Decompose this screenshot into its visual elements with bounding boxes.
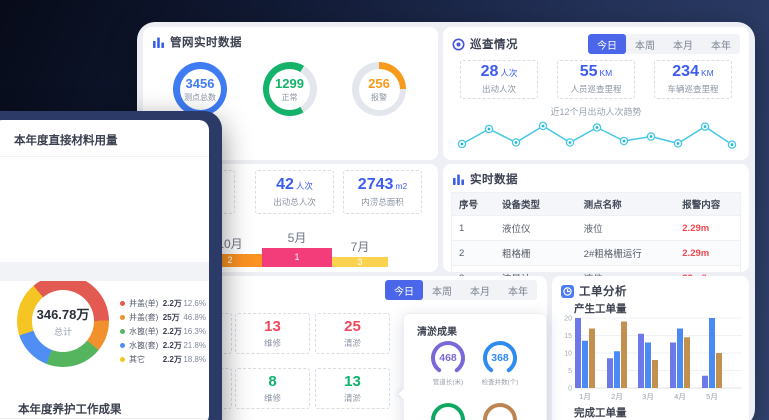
month-rank-bar: 3 bbox=[332, 257, 388, 267]
inspection-stat-box: 234 KM 车辆巡查里程 bbox=[654, 60, 732, 99]
work-stat-box: 25 清淤 bbox=[315, 313, 390, 354]
tab-本月[interactable]: 本月 bbox=[470, 286, 490, 298]
tab-本年[interactable]: 本年 bbox=[508, 286, 528, 298]
dashboard-canvas: 管网实时数据 3456 测点总数 1299 正常 256 报警 巡查情况 今日 本周 本月… bbox=[137, 22, 755, 420]
maintenance-panel-title: 本年度养护工作成果 bbox=[18, 404, 122, 416]
tooltip-title: 清淤成果 bbox=[417, 327, 457, 338]
tab-本月[interactable]: 本月 bbox=[673, 40, 693, 52]
dredge-result-tooltip: 清淤成果 468 管道长(米) 368 检查井数(个) bbox=[398, 313, 547, 420]
gauge bbox=[476, 402, 524, 420]
realtime-panel-title: 实时数据 bbox=[470, 174, 518, 186]
svg-text:15: 15 bbox=[564, 333, 572, 340]
legend-item: 水篦(单) 2.2万 16.3% bbox=[120, 324, 206, 338]
gauge bbox=[424, 402, 472, 420]
bar-chart-icon bbox=[152, 36, 165, 49]
legend-item: 其它 2.2万 18.8% bbox=[120, 352, 206, 366]
phone-screen: 本年度直接材料用量 346.78万 总计 井盖(单) 2.2万 12.6% 井盖(套… bbox=[0, 120, 209, 420]
column-header: 测点名称 bbox=[576, 192, 676, 216]
legend-dot bbox=[120, 328, 125, 334]
status-donut: 256 报警 bbox=[352, 62, 406, 116]
legend-item: 井盖(单) 2.2万 12.6% bbox=[120, 296, 206, 310]
month-label: 10月 bbox=[217, 237, 243, 251]
section-divider bbox=[0, 262, 209, 281]
inspection-stat-box: 55 KM 人员巡查里程 bbox=[557, 60, 635, 99]
column-header: 设备类型 bbox=[494, 192, 577, 216]
svg-text:4月: 4月 bbox=[674, 392, 686, 401]
table-row[interactable]: 1 液位仪 液位 2.29m bbox=[451, 215, 741, 241]
month-rank-bar: 1 bbox=[262, 248, 332, 267]
inspection-period-tabs: 今日 本周 本月 本年 bbox=[588, 34, 740, 54]
alarm-table-header: 序号 设备类型 测点名称 报警内容 bbox=[451, 192, 741, 216]
material-total-value: 346.78万 bbox=[36, 307, 90, 322]
work-stat-box: 13 维修 bbox=[235, 313, 310, 354]
tab-今日[interactable]: 今日 bbox=[385, 280, 423, 300]
bar-chart-icon bbox=[452, 173, 465, 186]
inspection-panel: 巡查情况 今日 本周 本月 本年 28 人次 出动人次 55 KM 人员巡查里程 234 K… bbox=[443, 27, 749, 160]
completed-orders-subtitle: 完成工单量 bbox=[574, 407, 627, 419]
work-period-tabs: 今日 本周 本月 本年 bbox=[385, 280, 537, 300]
legend-item: 井盖(套) 25万 46.8% bbox=[120, 310, 206, 324]
gauge: 468 管道长(米) bbox=[424, 340, 472, 386]
svg-text:1月: 1月 bbox=[579, 392, 591, 401]
svg-text:0: 0 bbox=[568, 386, 572, 393]
legend-dot bbox=[120, 314, 125, 320]
material-donut-chart: 346.78万 总计 bbox=[17, 275, 109, 367]
material-total-label: 总计 bbox=[53, 327, 72, 337]
tooltip-arrow bbox=[398, 388, 410, 400]
workorder-icon bbox=[561, 284, 574, 298]
month-label: 5月 bbox=[287, 231, 307, 245]
material-legend: 井盖(单) 2.2万 12.6% 井盖(套) 25万 46.8% 水篦(单) 2.2万 16… bbox=[120, 296, 206, 366]
workorder-panel-title: 工单分析 bbox=[579, 286, 627, 298]
generated-orders-subtitle: 产生工单量 bbox=[574, 303, 627, 315]
column-header: 报警内容 bbox=[675, 192, 741, 216]
inspection-panel-title: 巡查情况 bbox=[470, 39, 518, 51]
svg-text:5: 5 bbox=[568, 368, 572, 375]
inspection-stats-row: 28 人次 出动人次 55 KM 人员巡查里程 234 KM 车辆巡查里程 bbox=[443, 60, 749, 99]
realtime-data-panel: 实时数据 序号 设备类型 测点名称 报警内容 1 液位仪 液位 2.29m 2 粗格栅 2#粗… bbox=[443, 164, 749, 291]
column-header: 序号 bbox=[451, 192, 495, 216]
trend-chart-title: 近12个月出动人次趋势 bbox=[550, 107, 642, 117]
pipe-donut-row: 3456 测点总数 1299 正常 256 报警 bbox=[143, 50, 438, 116]
status-donut: 3456 测点总数 bbox=[173, 62, 227, 116]
dispatch-stat-box: 42 人次 出动总人次 bbox=[255, 170, 334, 214]
workorder-panel: 工单分析 产生工单量 20 15 10 5 0 1月 2月 3月 4月 5月 完成工单量 bbox=[552, 276, 749, 420]
gauge: 368 检查井数(个) bbox=[476, 340, 524, 386]
trend-line-chart bbox=[443, 119, 749, 157]
legend-dot bbox=[120, 300, 125, 306]
work-stats-panel: 今日 本周 本月 本年 13 维修 25 清淤 8 维修 13 清淤 清淤成果 468 bbox=[143, 276, 547, 420]
tab-本周[interactable]: 本周 bbox=[635, 40, 655, 52]
dispatch-stat-box: 2743 m2 内涝总面积 bbox=[343, 170, 422, 214]
svg-text:10: 10 bbox=[564, 351, 572, 358]
legend-item: 水篦(套) 2.2万 21.8% bbox=[120, 338, 206, 352]
inspect-icon bbox=[452, 38, 465, 51]
legend-dot bbox=[120, 342, 125, 348]
tab-今日[interactable]: 今日 bbox=[588, 34, 626, 54]
tab-本周[interactable]: 本周 bbox=[432, 286, 452, 298]
dispatch-panel: 42 人次 出动总人次 2743 m2 内涝总面积 10月 2 5月 1 7月 3 bbox=[143, 164, 438, 272]
legend-dot bbox=[120, 356, 125, 362]
status-donut: 1299 正常 bbox=[262, 62, 317, 116]
material-panel-title: 本年度直接材料用量 bbox=[14, 135, 118, 147]
work-stat-box: 8 维修 bbox=[235, 368, 310, 409]
svg-text:2月: 2月 bbox=[611, 392, 623, 401]
svg-text:20: 20 bbox=[564, 316, 572, 323]
svg-text:3月: 3月 bbox=[642, 392, 654, 401]
inspection-stat-box: 28 人次 出动人次 bbox=[460, 60, 538, 99]
svg-text:5月: 5月 bbox=[706, 392, 718, 401]
table-row[interactable]: 2 粗格栅 2#粗格栅运行 2.29m bbox=[451, 240, 741, 266]
month-label: 7月 bbox=[350, 240, 370, 254]
pipe-panel-title: 管网实时数据 bbox=[170, 37, 242, 49]
tab-本年[interactable]: 本年 bbox=[711, 40, 731, 52]
divider bbox=[0, 156, 209, 157]
workorder-bar-chart: 20 15 10 5 0 1月 2月 3月 4月 5月 bbox=[552, 312, 749, 410]
work-stat-box: 13 清淤 bbox=[315, 368, 390, 409]
